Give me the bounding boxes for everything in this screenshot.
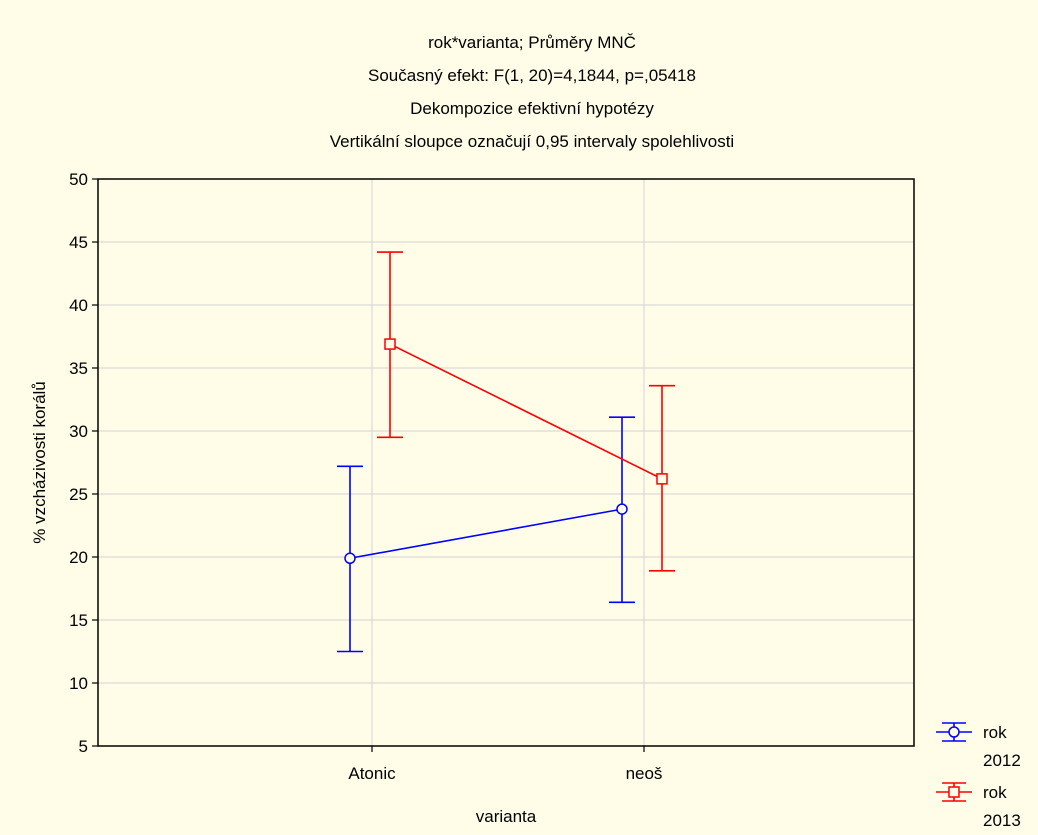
data-point <box>344 552 356 565</box>
legend-item: rok 2012 <box>936 722 1021 770</box>
legend-label: 2013 <box>983 811 1021 830</box>
y-tick-label: 5 <box>79 737 88 756</box>
legend-label: 2012 <box>983 751 1021 770</box>
y-tick-label: 10 <box>69 674 88 693</box>
data-point <box>656 473 668 485</box>
chart-title-line: rok*varianta; Průměry MNČ <box>428 33 636 52</box>
series-rok-2012 <box>337 416 635 653</box>
y-tick-label: 15 <box>69 611 88 630</box>
y-tick-label: 25 <box>69 485 88 504</box>
y-tick-label: 30 <box>69 422 88 441</box>
x-axis-label: varianta <box>476 807 537 826</box>
y-axis-ticks: 5 10 15 20 25 30 35 40 45 50 <box>69 170 98 756</box>
y-tick-label: 40 <box>69 296 88 315</box>
legend-label: rok <box>983 783 1007 802</box>
y-tick-label: 50 <box>69 170 88 189</box>
legend-marker <box>948 726 960 738</box>
y-tick-label: 35 <box>69 359 88 378</box>
x-axis-ticks: Atonic neoš <box>348 746 662 783</box>
chart-title-line: Vertikální sloupce označují 0,95 interva… <box>330 132 734 151</box>
data-point <box>616 503 628 515</box>
series-line <box>389 343 663 480</box>
y-tick-label: 20 <box>69 548 88 567</box>
series-rok-2013 <box>377 251 675 572</box>
chart-title-line: Dekompozice efektivní hypotézy <box>410 99 654 118</box>
x-tick-label: neoš <box>626 764 663 783</box>
series-line <box>349 508 623 560</box>
chart-titles: rok*varianta; Průměry MNČ Současný efekt:… <box>330 33 734 151</box>
legend: rok 2012 rok 2013 <box>936 722 1021 830</box>
y-axis-label: % vzcházivosti korálů <box>30 381 49 544</box>
y-tick-label: 45 <box>69 233 88 252</box>
legend-item: rok 2013 <box>936 782 1021 830</box>
data-point <box>384 338 396 350</box>
series-layer <box>337 251 675 653</box>
chart-title-line: Současný efekt: F(1, 20)=4,1844, p=,0541… <box>368 66 696 85</box>
legend-marker <box>948 786 960 798</box>
gridlines <box>98 179 914 746</box>
x-tick-label: Atonic <box>348 764 396 783</box>
legend-label: rok <box>983 723 1007 742</box>
plot-area-frame <box>97 178 915 747</box>
